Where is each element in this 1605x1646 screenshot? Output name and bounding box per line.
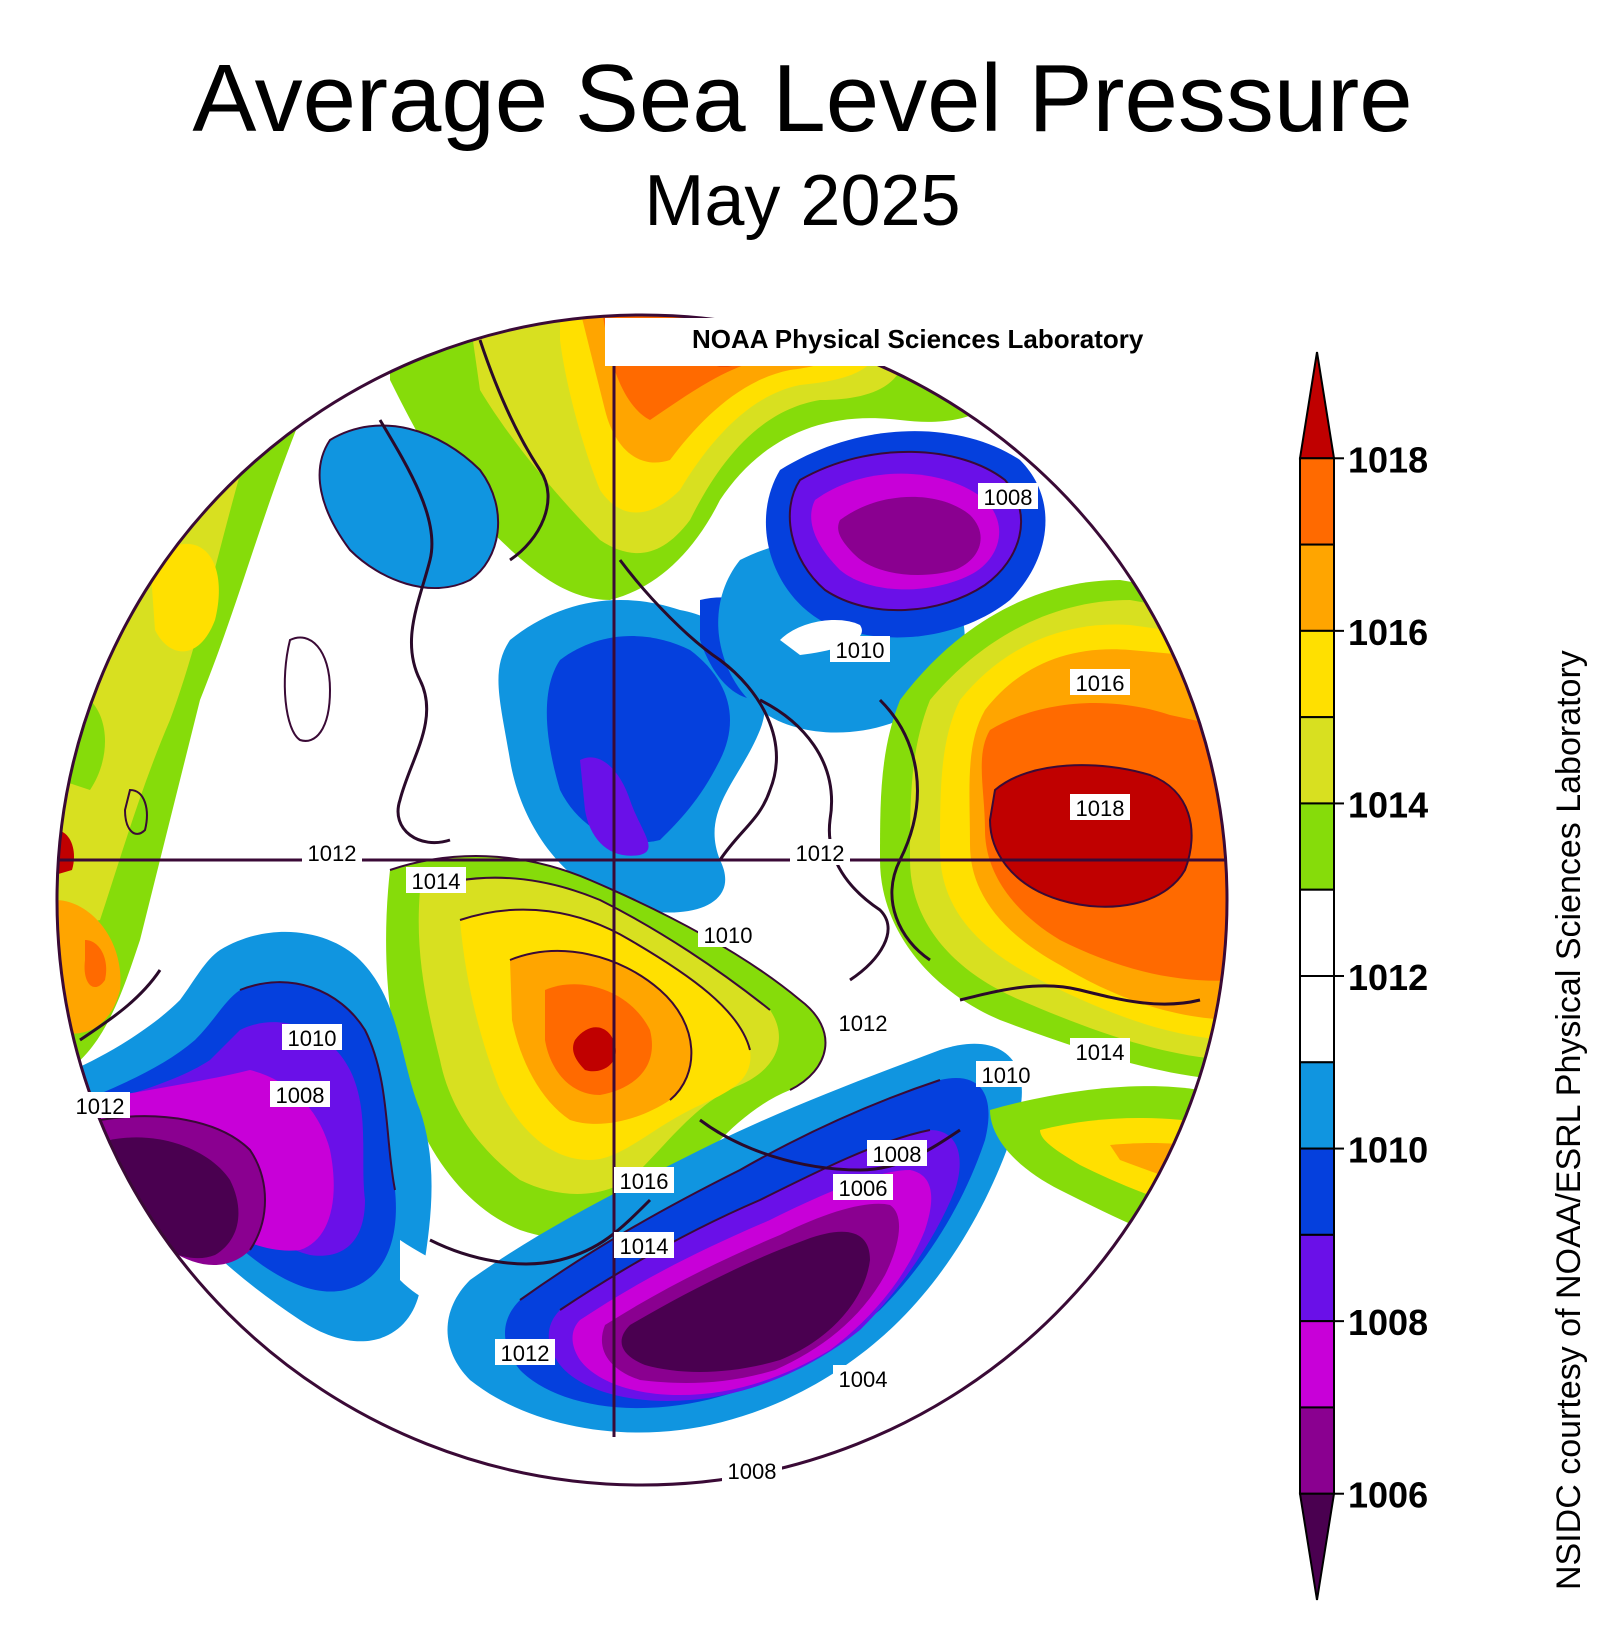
color-bar-segment [1299, 716, 1335, 805]
isobar [283, 636, 332, 742]
contour-label-text: 1012 [796, 841, 845, 866]
field-west-orange-core [84, 940, 107, 988]
isobar [239, 981, 396, 1191]
contour-label-text: 1010 [704, 923, 753, 948]
color-bar-tick-label: 1012 [1348, 957, 1428, 998]
contour-label: 1008 [867, 1140, 927, 1167]
coastline [378, 419, 451, 845]
contour-label-text: 1018 [1076, 796, 1125, 821]
color-bar-tick-label: 1010 [1348, 1130, 1428, 1171]
contour-label: 1012 [833, 1009, 893, 1036]
color-bar-segment [1299, 802, 1335, 891]
contour-label: 1012 [70, 1092, 130, 1119]
contour-label: 1010 [698, 921, 758, 948]
contour-label: 1010 [282, 1024, 342, 1051]
color-bar-segment [1299, 1233, 1335, 1323]
contour-label: 1010 [976, 1061, 1036, 1088]
contour-labels: 1008 1010 1016 1018 1012 1014 1010 1012 1012 1014… [70, 483, 1130, 1484]
isobar [459, 908, 751, 1051]
color-bar-segment [1299, 629, 1335, 719]
color-bar-segment [1299, 975, 1335, 1064]
isobar [99, 1115, 266, 1251]
source-banner-text: NOAA Physical Sciences Laboratory [692, 324, 1144, 354]
coastline [699, 1118, 961, 1172]
coastline [959, 984, 1201, 1006]
coastline [478, 339, 550, 562]
contour-label-text: 1006 [839, 1176, 888, 1201]
isobar [509, 950, 693, 1101]
source-banner-box [605, 318, 1045, 366]
contour-label: 1016 [1070, 669, 1130, 696]
contour-label-text: 1008 [873, 1142, 922, 1167]
color-bar: 1018 1016 1014 1012 1010 1008 1006 [1298, 351, 1428, 1601]
color-bar-tick-label: 1014 [1348, 784, 1428, 825]
contour-label-text: 1008 [728, 1459, 777, 1484]
color-bar-tick-label: 1016 [1348, 612, 1428, 653]
contour-label-text: 1014 [620, 1234, 669, 1259]
color-bar-segment [1299, 1147, 1335, 1236]
coastline [79, 969, 162, 1042]
contour-label: 1012 [790, 839, 850, 866]
contour-label: 1016 [614, 1167, 674, 1194]
contour-label-text: 1014 [1076, 1040, 1125, 1065]
color-bar-top-arrow [1298, 351, 1336, 460]
isobar [123, 788, 148, 835]
contour-label: 1006 [833, 1174, 893, 1201]
color-bar-segment [1299, 457, 1335, 546]
color-bar-bottom-arrow [1298, 1492, 1336, 1601]
coastline [618, 559, 778, 861]
contour-label-text: 1016 [620, 1169, 669, 1194]
contour-label: 1004 [833, 1365, 893, 1392]
color-bar-segment [1299, 888, 1335, 978]
contour-label: 1008 [978, 483, 1038, 510]
contour-label-text: 1012 [501, 1341, 550, 1366]
contour-label-text: 1012 [76, 1094, 125, 1119]
contour-label: 1014 [614, 1232, 674, 1259]
contour-label-text: 1008 [276, 1083, 325, 1108]
color-bar-tick-label: 1018 [1348, 439, 1428, 480]
contour-label-text: 1008 [984, 485, 1033, 510]
color-bar-segment [1299, 1406, 1335, 1495]
color-bar-tick-label: 1008 [1348, 1302, 1428, 1343]
contour-label: 1018 [1070, 794, 1130, 821]
isobar [419, 876, 771, 1011]
contour-label-text: 1012 [308, 841, 357, 866]
field-barents-purple [838, 496, 981, 575]
field-east-red [990, 765, 1192, 907]
credit-text: NSIDC courtesy of NOAA/ESRL Physical Sci… [1550, 650, 1588, 1590]
field-west-yellow [150, 543, 219, 652]
contour-label: 1008 [270, 1081, 330, 1108]
color-bar-tick-label: 1006 [1348, 1475, 1428, 1516]
field-greenland-red [573, 1027, 616, 1072]
isobar [988, 764, 1193, 908]
contour-label-text: 1012 [839, 1011, 888, 1036]
color-bar-segment [1299, 1061, 1335, 1150]
field-atlantic-dark [621, 1231, 870, 1372]
contour-label: 1008 [722, 1457, 782, 1484]
contour-label-text: 1010 [836, 638, 885, 663]
contour-label-text: 1004 [839, 1367, 888, 1392]
isobar [318, 424, 500, 589]
map-subtitle: May 2025 [644, 161, 961, 241]
coastline [429, 1198, 652, 1266]
contour-label-text: 1010 [982, 1063, 1031, 1088]
contour-label: 1014 [406, 867, 466, 894]
contour-label: 1012 [302, 839, 362, 866]
isobar [788, 450, 1022, 612]
contour-label-text: 1014 [412, 869, 461, 894]
map-title: Average Sea Level Pressure [192, 45, 1413, 152]
isobar [389, 855, 827, 1091]
polar-boundary [55, 313, 1229, 1487]
contour-label: 1012 [495, 1339, 555, 1366]
isobar [519, 1079, 941, 1301]
contour-label: 1010 [830, 636, 890, 663]
contour-label-text: 1016 [1076, 671, 1125, 696]
color-bar-segment [1299, 1320, 1335, 1409]
field-beaufort-blue [319, 425, 499, 589]
contour-label-text: 1010 [288, 1026, 337, 1051]
color-bar-segment [1299, 543, 1335, 632]
contour-label: 1014 [1070, 1038, 1130, 1065]
